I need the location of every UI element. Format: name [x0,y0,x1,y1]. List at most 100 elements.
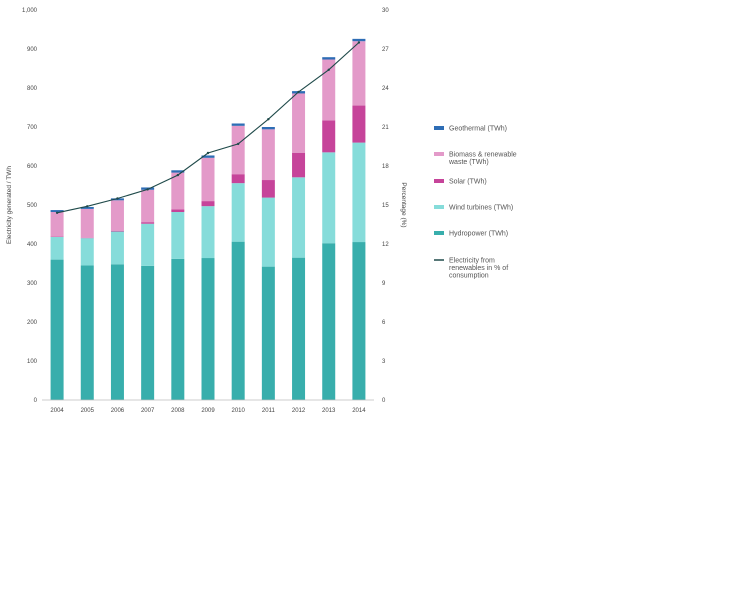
bar-segment-2009 [201,258,215,400]
legend-swatch [434,152,444,156]
y-tick-label: 1,000 [22,8,38,14]
x-tick-label: 2014 [352,408,366,414]
bar-segment-2009 [201,206,215,259]
y2-tick-label: 21 [382,125,389,131]
legend-label: Hydropower (TWh) [449,231,508,238]
line-point-2007 [146,188,149,191]
y-tick-label: 400 [27,242,38,248]
y-tick-label: 700 [27,125,38,131]
legend-swatch [434,205,444,209]
bar-segment-2005 [80,265,94,400]
legend-swatch [434,179,444,183]
bar-segment-2006 [110,231,124,265]
line-point-2010 [236,142,240,146]
y2-tick-label: 27 [382,47,389,53]
legend-label-line: consumption [449,273,489,280]
bar-segment-2013 [322,59,336,121]
bar-segment-2004 [50,236,64,260]
y2-tick-label: 0 [382,398,386,404]
bar-segment-2004 [50,212,64,237]
legend-label-line: Biomass & renewable [449,152,517,159]
legend-label-line: Geothermal (TWh) [449,126,507,133]
legend: Geothermal (TWh) Biomass & renewable waste… [434,126,517,280]
bar-segment-2004 [50,259,64,400]
line-point-2008 [176,173,180,177]
y2-tick-label: 15 [382,203,389,209]
x-tick-label: 2012 [292,408,306,414]
bar-segment-2008 [171,170,185,173]
bar-segment-2014 [352,242,366,400]
legend-swatch [434,231,444,235]
y2-tick-label: 18 [382,164,389,170]
legend-label: Wind turbines (TWh) [449,205,513,212]
bar-segment-2013 [322,152,336,244]
y-tick-label: 600 [27,164,38,170]
y-tick-label: 800 [27,86,38,92]
bar-segment-2008 [171,172,185,210]
bar-segment-2011 [261,197,275,267]
bar-segment-2013 [322,120,336,153]
line-point-2004 [55,211,59,214]
bar-segment-2007 [141,223,155,266]
bar-segment-2007 [141,265,155,400]
legend-label-line: Solar (TWh) [449,179,487,186]
bar-segment-2012 [292,152,306,178]
bar-segment-2014 [352,142,366,243]
y-tick-label: 200 [27,320,38,326]
y-axis-title: Electricity generated / TWh [6,166,13,244]
line-point-2012 [297,90,300,94]
bar-segment-2008 [171,209,185,213]
line-point-2013 [327,68,330,72]
line-point-2009 [206,151,210,155]
y2-tick-label: 30 [382,8,389,14]
axes-layer: 0 100 200 300 400 500 600 700 800 900 1,000 0 3 6 9 12 1… [6,8,407,414]
x-tick-label: 2006 [111,408,125,414]
bar-segment-2009 [201,155,215,158]
bar-segment-2009 [201,201,215,207]
x-tick-label: 2005 [81,408,95,414]
line-point-2011 [267,118,270,121]
bar-segment-2006 [110,200,124,231]
bar-segment-2014 [352,105,366,143]
y2-tick-label: 9 [382,281,386,287]
line-point-2006 [116,197,119,200]
bar-segment-2014 [352,41,366,106]
bar-segment-2009 [201,157,215,202]
legend-label-line: Electricity from [449,258,495,265]
bar-segment-2014 [352,38,366,42]
legend-label: Solar (TWh) [449,179,487,186]
legend-swatch [434,126,444,130]
bar-segment-2013 [322,57,336,60]
y-tick-label: 500 [27,203,38,209]
bar-segment-2010 [231,123,245,126]
y2-tick-label: 6 [382,320,386,326]
bar-segment-2004 [50,210,64,213]
x-tick-label: 2007 [141,408,155,414]
y-tick-label: 900 [27,47,38,53]
x-tick-label: 2004 [50,408,64,414]
bar-segment-2012 [292,93,306,153]
y2-tick-label: 24 [382,86,389,92]
x-tick-label: 2011 [262,408,276,414]
bar-layer [50,38,366,400]
bar-segment-2007 [141,189,155,223]
bar-segment-2005 [80,208,94,238]
legend-label: Biomass & renewable waste (TWh) [448,152,517,167]
bar-segment-2005 [80,206,94,209]
legend-label: Electricity from renewables in % of consum… [449,258,508,280]
y-tick-label: 100 [27,359,38,365]
y2-tick-label: 12 [382,242,389,248]
x-tick-label: 2009 [201,408,215,414]
line-layer [55,41,361,214]
x-tick-label: 2010 [232,408,246,414]
y-tick-label: 300 [27,281,38,287]
bar-segment-2011 [261,127,275,130]
bar-segment-2006 [110,230,124,232]
bar-segment-2011 [261,180,275,198]
bar-segment-2010 [231,125,245,175]
bar-segment-2011 [261,266,275,400]
bar-segment-2012 [292,177,306,258]
bar-segment-2006 [110,264,124,400]
y2-axis-title: Percentage (%) [400,182,407,227]
